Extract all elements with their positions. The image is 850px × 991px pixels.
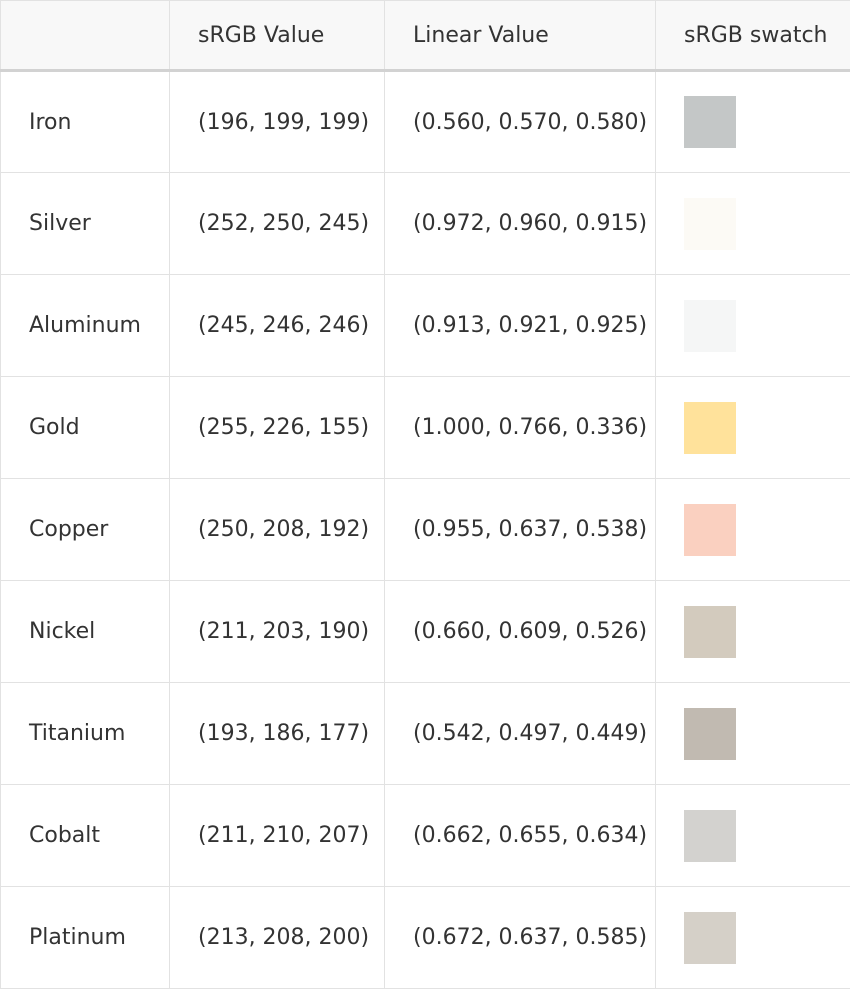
srgb-value: (193, 186, 177) (169, 682, 385, 785)
material-name: Platinum (0, 886, 170, 989)
table-row: Iron (196, 199, 199) (0.560, 0.570, 0.58… (0, 70, 850, 173)
srgb-value: (211, 210, 207) (169, 784, 385, 887)
linear-value: (0.662, 0.655, 0.634) (384, 784, 656, 887)
header-srgb-swatch: sRGB swatch (655, 0, 850, 72)
linear-value: (0.972, 0.960, 0.915) (384, 172, 656, 275)
table-row: Platinum (213, 208, 200) (0.672, 0.637, … (0, 886, 850, 989)
linear-value: (0.672, 0.637, 0.585) (384, 886, 656, 989)
color-swatch (684, 911, 736, 964)
table-header: sRGB Value Linear Value sRGB swatch (0, 0, 850, 72)
swatch-cell (655, 580, 850, 683)
material-name: Titanium (0, 682, 170, 785)
header-linear-value: Linear Value (384, 0, 656, 72)
color-swatch (684, 707, 736, 760)
srgb-value: (196, 199, 199) (169, 70, 385, 173)
linear-value: (0.913, 0.921, 0.925) (384, 274, 656, 377)
srgb-value: (250, 208, 192) (169, 478, 385, 581)
srgb-value: (255, 226, 155) (169, 376, 385, 479)
table-body: Iron (196, 199, 199) (0.560, 0.570, 0.58… (0, 70, 850, 989)
swatch-cell (655, 784, 850, 887)
material-name: Aluminum (0, 274, 170, 377)
material-name: Cobalt (0, 784, 170, 887)
table-row: Aluminum (245, 246, 246) (0.913, 0.921, … (0, 274, 850, 377)
table-row: Nickel (211, 203, 190) (0.660, 0.609, 0.… (0, 580, 850, 683)
table-row: Titanium (193, 186, 177) (0.542, 0.497, … (0, 682, 850, 785)
linear-value: (0.955, 0.637, 0.538) (384, 478, 656, 581)
material-name: Copper (0, 478, 170, 581)
table-row: Gold (255, 226, 155) (1.000, 0.766, 0.33… (0, 376, 850, 479)
header-row: sRGB Value Linear Value sRGB swatch (0, 0, 850, 72)
swatch-cell (655, 682, 850, 785)
material-name: Gold (0, 376, 170, 479)
color-swatch (684, 96, 736, 148)
linear-value: (0.542, 0.497, 0.449) (384, 682, 656, 785)
color-swatch (684, 503, 736, 556)
header-srgb-value: sRGB Value (169, 0, 385, 72)
color-swatch (684, 299, 736, 352)
swatch-cell (655, 70, 850, 173)
srgb-value: (211, 203, 190) (169, 580, 385, 683)
color-swatch (684, 197, 736, 250)
linear-value: (0.660, 0.609, 0.526) (384, 580, 656, 683)
table-row: Cobalt (211, 210, 207) (0.662, 0.655, 0.… (0, 784, 850, 887)
srgb-value: (245, 246, 246) (169, 274, 385, 377)
material-name: Iron (0, 70, 170, 173)
linear-value: (0.560, 0.570, 0.580) (384, 70, 656, 173)
color-swatch (684, 605, 736, 658)
swatch-cell (655, 478, 850, 581)
table-row: Silver (252, 250, 245) (0.972, 0.960, 0.… (0, 172, 850, 275)
swatch-cell (655, 376, 850, 479)
swatch-cell (655, 886, 850, 989)
color-swatch (684, 809, 736, 862)
linear-value: (1.000, 0.766, 0.336) (384, 376, 656, 479)
srgb-value: (252, 250, 245) (169, 172, 385, 275)
material-name: Silver (0, 172, 170, 275)
color-swatch (684, 401, 736, 454)
swatch-cell (655, 274, 850, 377)
swatch-cell (655, 172, 850, 275)
material-name: Nickel (0, 580, 170, 683)
srgb-value: (213, 208, 200) (169, 886, 385, 989)
table-row: Copper (250, 208, 192) (0.955, 0.637, 0.… (0, 478, 850, 581)
header-material (0, 0, 170, 72)
